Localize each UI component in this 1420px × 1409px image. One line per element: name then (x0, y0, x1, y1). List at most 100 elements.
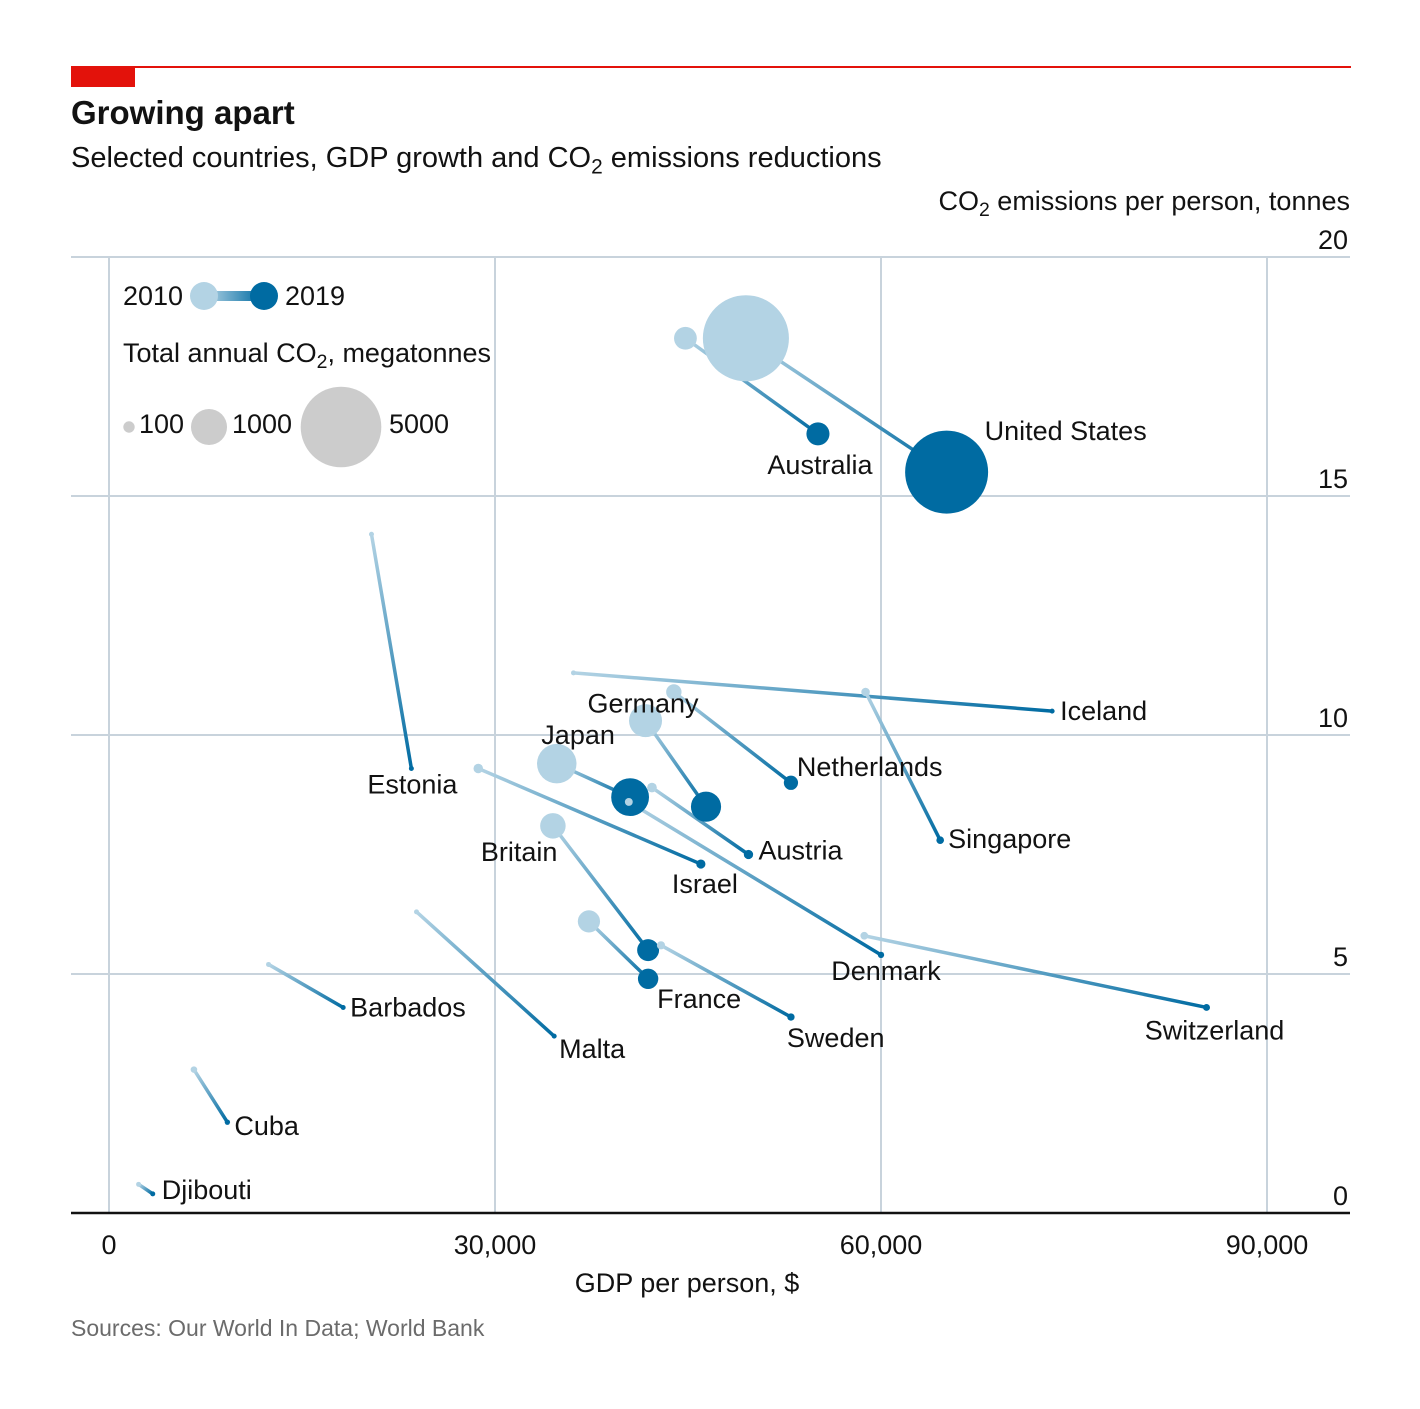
point-2019-sweden (787, 1013, 795, 1021)
point-2019-britain (637, 939, 660, 962)
point-2010-cuba (190, 1066, 198, 1073)
point-2019-netherlands (783, 775, 799, 790)
legend-size-bubble (300, 386, 382, 468)
y-tick-label: 0 (1333, 1181, 1348, 1211)
label-estonia: Estonia (367, 769, 458, 799)
legend-year-start: 2010 (123, 281, 184, 311)
point-2019-estonia (408, 765, 414, 771)
subtitle-text-a: Selected countries, GDP growth and CO (71, 142, 592, 174)
legend-size-label-medium: 1000 (232, 409, 293, 439)
point-2019-iceland (1049, 708, 1055, 714)
label-austria: Austria (758, 836, 843, 866)
point-2019-germany (690, 791, 722, 822)
point-2010-netherlands (666, 684, 682, 700)
connector-france (587, 919, 650, 981)
label-france: France (657, 984, 741, 1014)
x-tick-label: 60,000 (840, 1230, 923, 1260)
point-2010-singapore (861, 687, 870, 697)
size-title-subscript: 2 (316, 350, 328, 373)
label-cuba: Cuba (234, 1111, 300, 1141)
subtitle-text-b: emissions reductions (602, 142, 882, 174)
legend-size-bubble (190, 408, 228, 446)
y-tick-label: 10 (1318, 703, 1348, 733)
label-switzerland: Switzerland (1145, 1015, 1285, 1045)
label-united-states: United States (985, 416, 1147, 446)
chart-title: Growing apart (71, 94, 295, 131)
chart-subtitle: Selected countries, GDP growth and CO2 e… (71, 142, 882, 177)
point-2010-djibouti (136, 1181, 142, 1187)
label-denmark: Denmark (831, 956, 941, 986)
x-tick-label: 90,000 (1226, 1230, 1309, 1260)
label-germany: Germany (587, 689, 699, 719)
point-2010-switzerland (860, 931, 869, 940)
y-title-text-a: CO (938, 186, 979, 216)
point-2010-barbados (266, 961, 272, 967)
source-note: Sources: Our World In Data; World Bank (71, 1315, 485, 1341)
legend-size-label-large: 5000 (389, 409, 450, 439)
size-title-text-a: Total annual CO (123, 338, 317, 368)
label-barbados: Barbados (350, 992, 466, 1022)
data-points (136, 295, 1210, 1197)
connector-denmark (627, 800, 883, 957)
y-title-text-b: emissions per person, tonnes (989, 186, 1350, 216)
connector-iceland (571, 671, 1054, 713)
y-tick-label: 15 (1318, 464, 1348, 494)
connector-cuba (192, 1067, 230, 1124)
point-2019-djibouti (150, 1191, 156, 1197)
connector-sweden (659, 943, 793, 1019)
country-labels: United States Australia Estonia Iceland Sing… (162, 416, 1285, 1205)
point-2010-germany (629, 704, 663, 738)
point-2010-france (577, 910, 601, 933)
label-britain: Britain (481, 837, 558, 867)
label-malta: Malta (559, 1034, 626, 1064)
label-japan: Japan (541, 720, 615, 750)
y-tick-label: 5 (1333, 942, 1348, 972)
point-2010-malta (414, 909, 420, 915)
x-axis-title: GDP per person, $ (574, 1268, 800, 1298)
point-2010-iceland (570, 670, 576, 676)
point-2019-cuba (224, 1119, 231, 1125)
point-2019-israel (696, 859, 706, 869)
point-2019-austria (743, 849, 754, 860)
point-2019-switzerland (1203, 1003, 1210, 1011)
point-2019-united-states (905, 430, 989, 514)
legend-end-marker (250, 282, 278, 310)
legend-year-bar (205, 291, 263, 301)
connector-britain (551, 824, 650, 952)
label-netherlands: Netherlands (797, 752, 943, 782)
point-2019-barbados (340, 1004, 346, 1010)
point-2019-malta (551, 1033, 557, 1039)
legend-size-label-small: 100 (139, 409, 185, 439)
connector-israel (476, 766, 703, 866)
connector-singapore (863, 690, 942, 842)
connector-austria (650, 785, 751, 857)
connector-estonia (369, 532, 414, 771)
point-2010-denmark (624, 797, 633, 806)
label-israel: Israel (672, 869, 738, 899)
x-tick-label: 30,000 (454, 1230, 537, 1260)
point-2010-austria (647, 782, 657, 793)
label-iceland: Iceland (1060, 696, 1147, 726)
point-2010-united-states (702, 295, 789, 382)
point-2010-estonia (368, 531, 374, 537)
legend-start-marker (190, 282, 218, 310)
size-title-text-b: , megatonnes (327, 338, 492, 368)
point-2010-australia (674, 326, 697, 350)
connector-malta (414, 910, 556, 1038)
connector-switzerland (862, 934, 1209, 1010)
brand-tab (71, 66, 135, 87)
point-2019-denmark (877, 951, 885, 959)
point-2010-britain (540, 813, 566, 839)
connector-germany (643, 718, 708, 809)
point-2010-sweden (656, 941, 666, 950)
point-2019-japan (611, 778, 650, 817)
connector-lines (136, 336, 1209, 1196)
label-australia: Australia (767, 450, 873, 480)
connector-djibouti (136, 1182, 155, 1196)
top-rule (71, 66, 1351, 68)
legend-size-bubble (123, 421, 135, 433)
label-djibouti: Djibouti (162, 1175, 252, 1205)
legend-size-title: Total annual CO2, megatonnes (123, 338, 492, 372)
legend-year-end: 2019 (285, 281, 346, 311)
connector-barbados (266, 962, 345, 1010)
